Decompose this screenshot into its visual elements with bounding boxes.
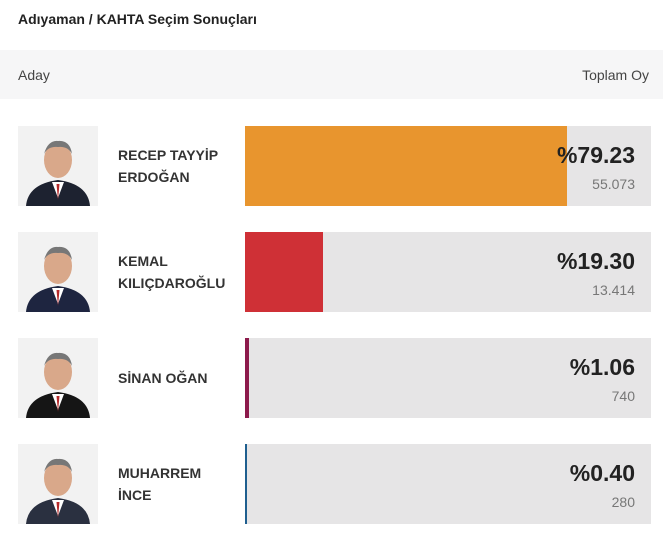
vote-bar-fill — [245, 338, 250, 418]
column-total-votes: Toplam Oy — [582, 67, 649, 83]
candidate-photo — [18, 126, 98, 206]
vote-bar: %1.06 740 — [245, 338, 651, 418]
candidate-name: SİNAN OĞAN — [118, 370, 208, 386]
candidate-row: RECEP TAYYİP ERDOĞAN %79.23 55.073 — [0, 126, 663, 206]
vote-count: 13.414 — [592, 282, 635, 298]
column-candidate: Aday — [18, 67, 50, 83]
vote-percent: %1.06 — [569, 354, 635, 380]
vote-bar-fill — [245, 126, 567, 206]
candidate-name: RECEP TAYYİP ERDOĞAN — [118, 147, 219, 185]
page-title: Adıyaman / KAHTA Seçim Sonuçları — [18, 11, 257, 27]
candidate-row: SİNAN OĞAN %1.06 740 — [0, 338, 663, 418]
vote-bar: %79.23 55.073 — [245, 126, 651, 206]
vote-percent: %0.40 — [569, 460, 635, 486]
vote-percent: %79.23 — [556, 142, 635, 168]
candidate-photo — [18, 232, 98, 312]
candidate-row: KEMAL KILIÇDAROĞLU %19.30 13.414 — [0, 232, 663, 312]
vote-bar: %0.40 280 — [245, 444, 651, 524]
candidate-name: KEMAL KILIÇDAROĞLU — [118, 253, 226, 291]
vote-bar-fill — [245, 232, 324, 312]
candidate-photo — [18, 444, 98, 524]
vote-count: 280 — [611, 494, 635, 510]
vote-count: 55.073 — [592, 176, 635, 192]
candidate-photo — [18, 338, 98, 418]
vote-bar: %19.30 13.414 — [245, 232, 651, 312]
vote-percent: %19.30 — [556, 248, 635, 274]
vote-bar-fill — [245, 444, 247, 524]
table-header: Aday Toplam Oy — [0, 50, 663, 99]
candidate-name: MUHARREM İNCE — [118, 465, 202, 503]
vote-count: 740 — [611, 388, 635, 404]
candidate-row: MUHARREM İNCE %0.40 280 — [0, 444, 663, 524]
